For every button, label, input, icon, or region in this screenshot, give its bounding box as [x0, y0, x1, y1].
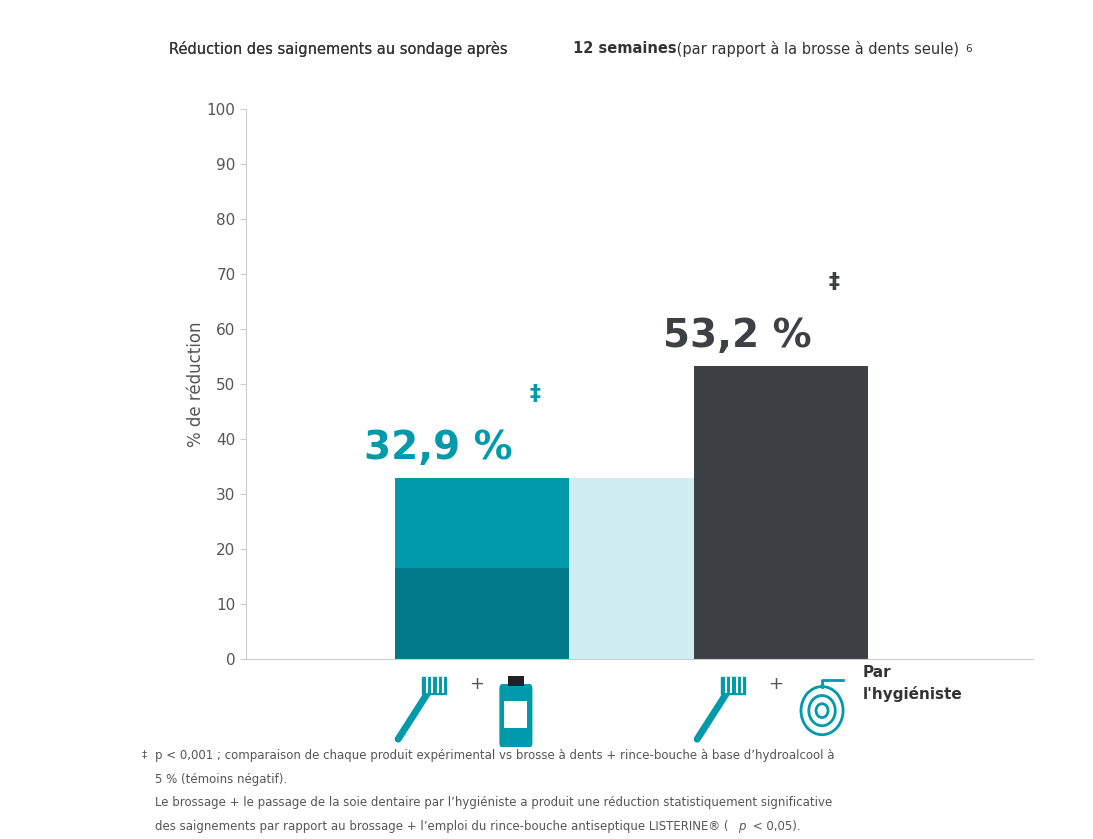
Text: ‡: ‡	[828, 272, 839, 292]
FancyBboxPatch shape	[500, 684, 532, 748]
Bar	[508, 676, 524, 689]
Text: +: +	[768, 675, 783, 693]
Polygon shape	[721, 677, 745, 694]
Text: des saignements par rapport au brossage + l’emploi du rince-bouche antiseptique : des saignements par rapport au brossage …	[155, 820, 729, 832]
Polygon shape	[422, 677, 446, 694]
Text: 12 semaines: 12 semaines	[573, 41, 677, 56]
Text: 32,9 %: 32,9 %	[364, 429, 513, 466]
Text: p < 0,001 ; comparaison de chaque produit expérimental vs brosse à dents + rince: p < 0,001 ; comparaison de chaque produi…	[155, 749, 835, 762]
Bar	[396, 568, 568, 659]
Text: 6: 6	[965, 44, 972, 54]
Text: Le brossage + le passage de la soie dentaire par l’hygiéniste a produit une rédu: Le brossage + le passage de la soie dent…	[155, 796, 833, 809]
Text: ‡: ‡	[529, 383, 540, 404]
Text: l'hygiéniste: l'hygiéniste	[863, 685, 963, 702]
Bar	[505, 701, 528, 727]
Text: Réduction des saignements au sondage après: Réduction des saignements au sondage apr…	[169, 41, 513, 57]
Bar	[694, 367, 868, 659]
Y-axis label: % de réduction: % de réduction	[187, 321, 204, 446]
Text: p: p	[738, 820, 745, 832]
Bar	[553, 478, 710, 659]
Text: Réduction des saignements au sondage après: Réduction des saignements au sondage apr…	[169, 41, 513, 57]
Text: (par rapport à la brosse à dents seule): (par rapport à la brosse à dents seule)	[672, 41, 960, 57]
Text: +: +	[469, 675, 484, 693]
Text: Par: Par	[863, 665, 892, 680]
Text: 5 % (témoins négatif).: 5 % (témoins négatif).	[155, 773, 287, 785]
Text: 53,2 %: 53,2 %	[663, 317, 812, 355]
Bar	[396, 478, 568, 568]
Text: Réduction des saignements au sondage après 12 semaines: Réduction des saignements au sondage apr…	[169, 41, 659, 57]
Bar	[508, 686, 524, 692]
Text: ‡: ‡	[142, 749, 148, 759]
Text: < 0,05).: < 0,05).	[749, 820, 800, 832]
